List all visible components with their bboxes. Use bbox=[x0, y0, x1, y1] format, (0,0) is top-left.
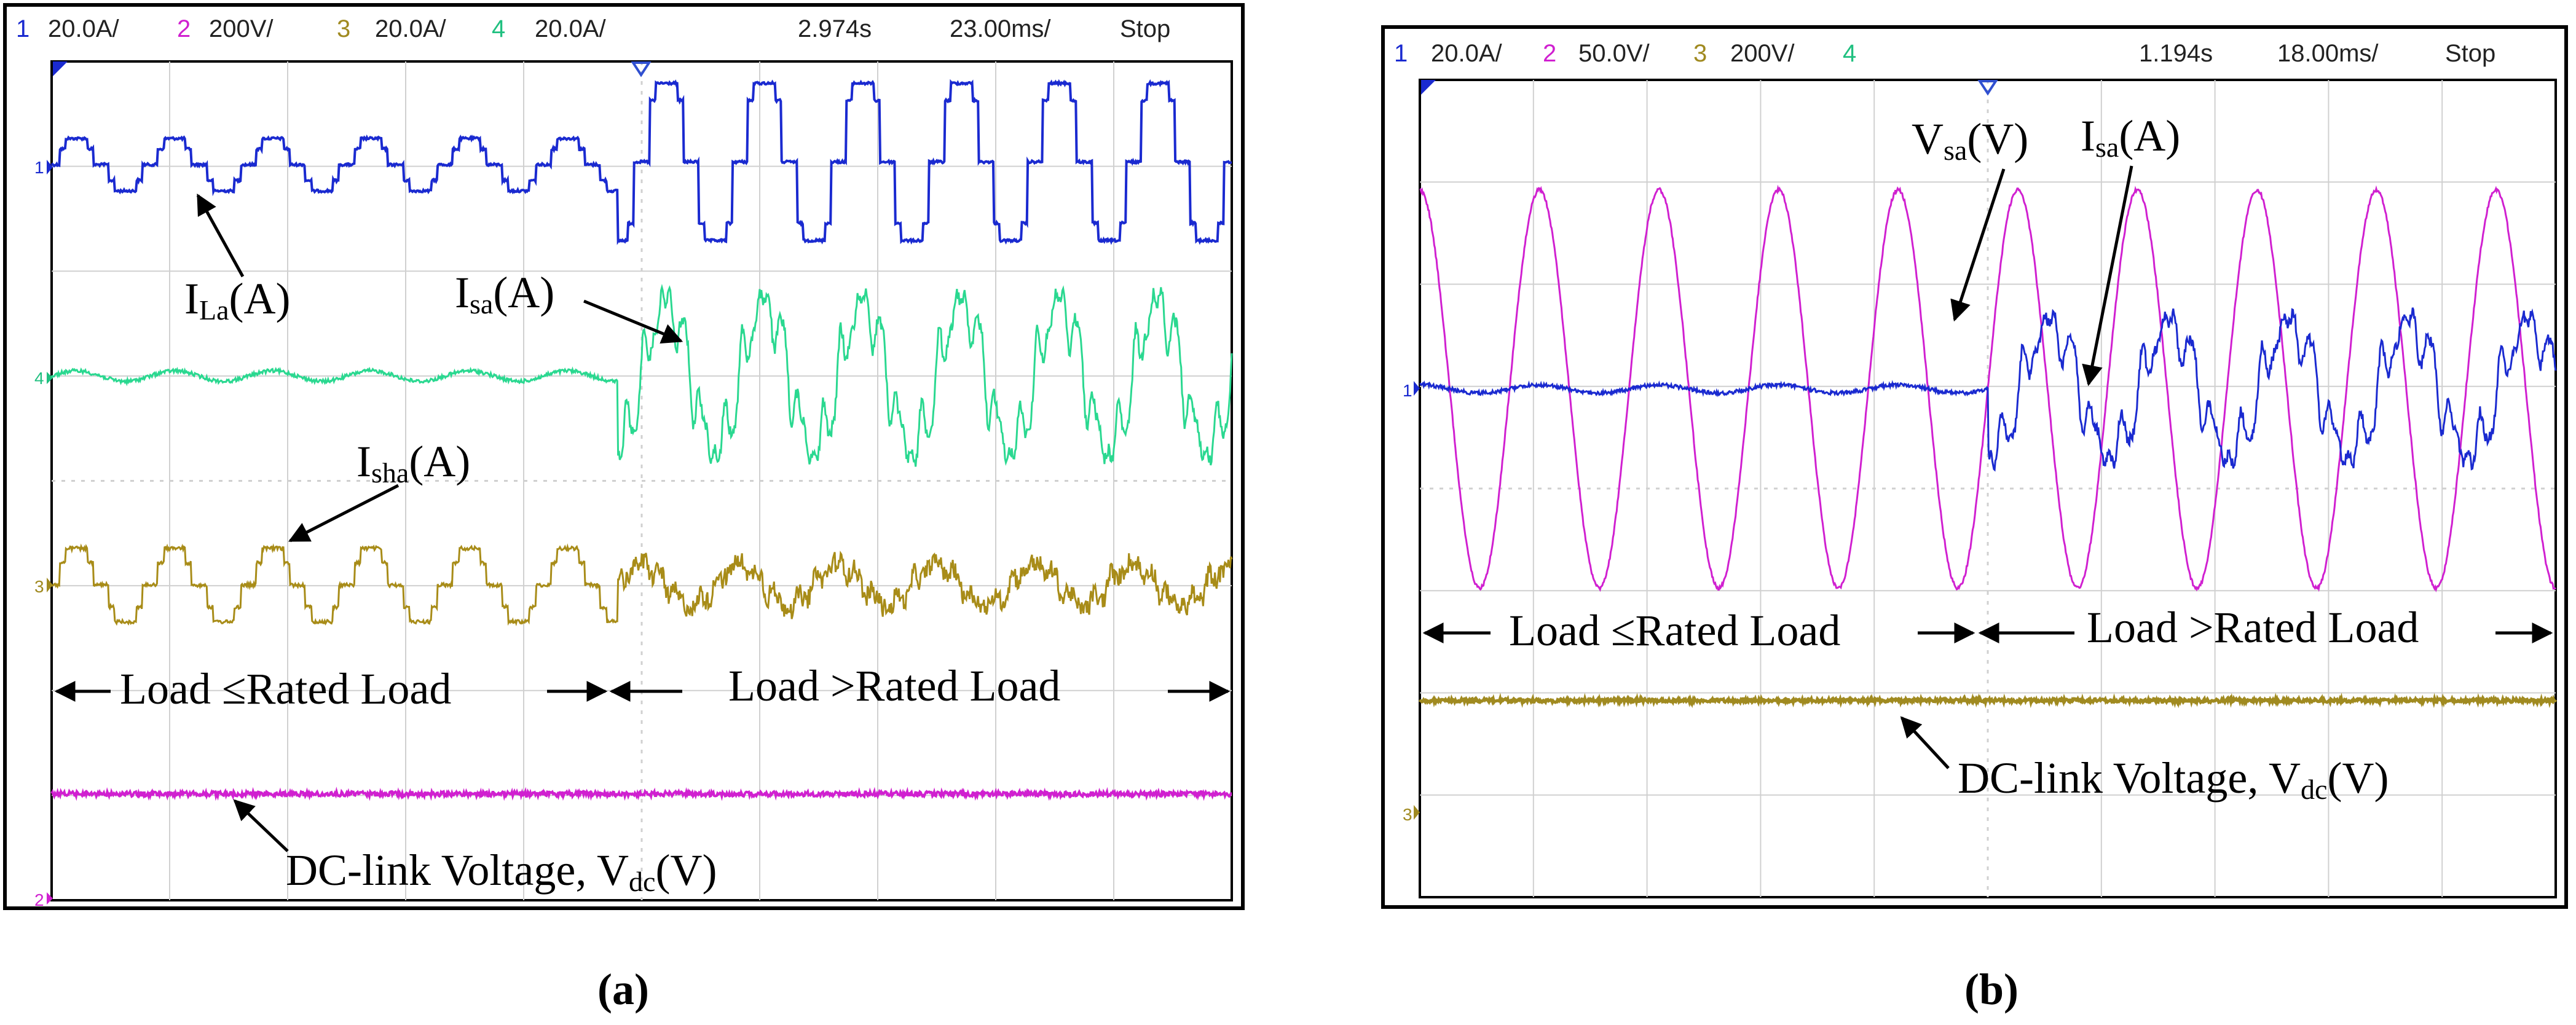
svg-text:4: 4 bbox=[34, 369, 44, 388]
panel-b-time: 1.194s bbox=[2139, 40, 2213, 67]
panel-a-status: Stop bbox=[1120, 15, 1170, 42]
panel-b-ch1-marker-icon bbox=[1414, 381, 1420, 396]
panel-a-frame bbox=[3, 3, 1245, 910]
label-a-load-right: Load >Rated Load bbox=[728, 661, 1060, 710]
panel-a-ch2-num: 2 bbox=[177, 15, 191, 42]
panel-b: 1 20.0A/ 2 50.0V/ 3 200V/ 4 1.194s 18.00… bbox=[1381, 25, 2568, 1014]
panel-b-trigger-left-icon bbox=[1421, 80, 1436, 95]
panel-a-header: 1 20.0A/ 2 200V/ 3 20.0A/ 4 20.0A/ 2.974… bbox=[16, 15, 1170, 42]
panel-b-trigger-top-icon bbox=[1977, 80, 1998, 96]
arrow-a-dc bbox=[233, 799, 289, 852]
trace-a-isha bbox=[51, 543, 1233, 627]
arrow-b-dc bbox=[1900, 716, 1950, 769]
svg-text:1: 1 bbox=[1403, 381, 1412, 400]
arrow-b-vsa bbox=[1950, 168, 2006, 322]
arrow-b-isa bbox=[2082, 165, 2133, 387]
panel-a-ch2-marker: 2 bbox=[34, 890, 53, 909]
panel-b-header: 1 20.0A/ 2 50.0V/ 3 200V/ 4 1.194s 18.00… bbox=[1394, 40, 2495, 67]
panel-b-ch3-marker-icon bbox=[1414, 805, 1420, 820]
trace-a-ila bbox=[50, 79, 1232, 245]
arrow-a-isa bbox=[583, 299, 683, 344]
panel-a-ch1-marker: 1 bbox=[34, 158, 53, 177]
svg-text:1: 1 bbox=[34, 158, 44, 177]
trace-b-dc bbox=[1418, 693, 2558, 709]
panel-a-ch2-scale: 200V/ bbox=[209, 15, 274, 42]
panel-a-ch3-scale: 20.0A/ bbox=[375, 15, 447, 42]
label-b-dc: DC-link Voltage, Vdc(V) bbox=[1958, 753, 2389, 805]
panel-a-trigger-top-icon bbox=[631, 61, 652, 77]
arrow-a-isha bbox=[288, 484, 400, 543]
panel-a-ch4-marker-icon bbox=[47, 372, 53, 384]
panel-b-status: Stop bbox=[2445, 40, 2495, 67]
arrow-a-ila bbox=[196, 194, 245, 278]
panel-a-ch2-marker-icon bbox=[47, 892, 53, 905]
svg-text:2: 2 bbox=[34, 890, 44, 909]
panel-b-ch3-scale: 200V/ bbox=[1730, 40, 1795, 67]
label-b-isa: Isa(A) bbox=[2081, 111, 2180, 163]
panel-a-ch1-scale: 20.0A/ bbox=[48, 15, 120, 42]
trace-a-dc bbox=[50, 787, 1232, 801]
panel-b-ch2-num: 2 bbox=[1543, 40, 1556, 67]
label-b-vsa: Vsa(V) bbox=[1912, 114, 2028, 166]
caption-b: (b) bbox=[1964, 965, 2019, 1014]
label-a-isha: Isha(A) bbox=[356, 437, 470, 489]
panel-b-ch4-num: 4 bbox=[1843, 40, 1856, 67]
svg-text:3: 3 bbox=[34, 577, 44, 596]
panel-a-ch1-marker-icon bbox=[47, 160, 53, 175]
panel-b-ch2-scale: 50.0V/ bbox=[1578, 40, 1650, 67]
trace-b-isa bbox=[1419, 307, 2557, 472]
label-a-ila: ILa(A) bbox=[184, 274, 290, 326]
panel-a: 1 20.0A/ 2 200V/ 3 20.0A/ 4 20.0A/ 2.974… bbox=[3, 3, 1245, 1014]
panel-a-ch4-scale: 20.0A/ bbox=[535, 15, 607, 42]
trace-a-isa bbox=[50, 283, 1233, 467]
caption-a: (a) bbox=[597, 965, 649, 1014]
panel-a-ch3-marker: 3 bbox=[34, 577, 53, 596]
label-a-isa: Isa(A) bbox=[455, 268, 554, 320]
panel-b-timebase: 18.00ms/ bbox=[2277, 40, 2379, 67]
panel-b-ch3-num: 3 bbox=[1693, 40, 1707, 67]
panel-b-frame bbox=[1381, 25, 2568, 909]
panel-a-timebase: 23.00ms/ bbox=[950, 15, 1051, 42]
panel-a-trigger-left-icon bbox=[53, 61, 68, 76]
panel-b-grid bbox=[1420, 80, 2556, 897]
label-b-load-right: Load >Rated Load bbox=[2087, 603, 2419, 652]
label-b-load-left: Load ≤Rated Load bbox=[1509, 606, 1840, 655]
panel-a-time: 2.974s bbox=[798, 15, 872, 42]
svg-text:3: 3 bbox=[1403, 805, 1412, 824]
panel-b-ch1-marker: 1 bbox=[1403, 381, 1420, 400]
label-a-dc: DC-link Voltage, Vdc(V) bbox=[286, 846, 717, 897]
panel-a-ch3-marker-icon bbox=[47, 578, 53, 592]
panel-a-ch4-num: 4 bbox=[492, 15, 505, 42]
panel-b-ch3-marker: 3 bbox=[1403, 805, 1420, 824]
panel-b-ch1-num: 1 bbox=[1394, 40, 1408, 67]
panel-a-ch4-marker: 4 bbox=[34, 369, 53, 388]
label-a-load-left: Load ≤Rated Load bbox=[120, 664, 451, 713]
panel-b-ch1-scale: 20.0A/ bbox=[1431, 40, 1503, 67]
panel-a-ch1-num: 1 bbox=[16, 15, 30, 42]
panel-a-ch3-num: 3 bbox=[337, 15, 350, 42]
